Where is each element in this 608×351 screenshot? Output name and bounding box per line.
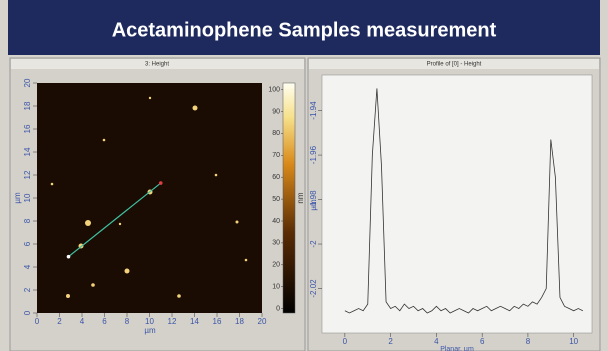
y-axis-label: µm xyxy=(309,199,318,211)
colorbar-tick-label: 40 xyxy=(272,218,280,225)
y-tick-label: -1.98 xyxy=(309,190,318,209)
x-tick-label: 10 xyxy=(145,317,154,326)
x-tick-label: 2 xyxy=(57,317,62,326)
profile-end xyxy=(66,254,71,259)
colorbar-tick-label: 50 xyxy=(272,196,280,203)
colorbar xyxy=(282,82,296,314)
y-tick-label: 12 xyxy=(23,170,32,179)
x-tick-label: 6 xyxy=(102,317,107,326)
colorbar-tick-label: 30 xyxy=(272,240,280,247)
y-tick-label: -1.96 xyxy=(309,145,318,164)
y-axis-label: µm xyxy=(13,192,22,204)
y-tick-label: 0 xyxy=(23,310,32,315)
x-tick-label: 18 xyxy=(235,317,244,326)
y-tick-label: 18 xyxy=(23,101,32,110)
y-tick-label: 14 xyxy=(23,147,32,156)
x-tick-label: 4 xyxy=(80,317,85,326)
colorbar-tick-label: 10 xyxy=(272,284,280,291)
y-tick-label: 16 xyxy=(23,124,32,133)
x-tick-label: 8 xyxy=(526,337,531,346)
profile-line xyxy=(68,182,162,258)
x-tick-label: 14 xyxy=(190,317,199,326)
x-tick-label: 2 xyxy=(388,337,393,346)
x-axis-label: Planar, µm xyxy=(440,346,474,351)
colorbar-tick-label: 20 xyxy=(272,262,280,269)
y-tick-label: 4 xyxy=(23,264,32,269)
colorbar-tick-label: 0 xyxy=(276,305,280,312)
panel-title: 3: Height xyxy=(145,62,169,68)
banner xyxy=(8,0,600,55)
x-tick-label: 0 xyxy=(35,317,40,326)
colorbar-tick-label: 100 xyxy=(268,86,280,93)
y-tick-label: 8 xyxy=(23,218,32,223)
x-tick-label: 8 xyxy=(125,317,130,326)
colorbar-tick-label: 70 xyxy=(272,152,280,159)
y-tick-label: -1.94 xyxy=(309,101,318,120)
x-tick-label: 4 xyxy=(434,337,439,346)
y-tick-label: 20 xyxy=(23,78,32,87)
colorbar-label: nm xyxy=(296,192,305,203)
banner-title: Acetaminophene Samples measurement xyxy=(112,19,497,41)
x-tick-label: 10 xyxy=(569,337,578,346)
colorbar-tick-label: 80 xyxy=(272,130,280,137)
afm-image xyxy=(37,83,262,313)
panel-header xyxy=(11,59,304,69)
colorbar-tick-label: 60 xyxy=(272,174,280,181)
x-tick-label: 12 xyxy=(168,317,177,326)
x-tick-label: 0 xyxy=(343,337,348,346)
y-tick-label: -2 xyxy=(309,240,318,248)
y-tick-label: 2 xyxy=(23,287,32,292)
x-tick-label: 16 xyxy=(213,317,222,326)
colorbar-tick-label: 90 xyxy=(272,108,280,115)
panel-title: Profile of [0] - Height xyxy=(427,62,482,68)
y-tick-label: 6 xyxy=(23,241,32,246)
x-tick-label: 6 xyxy=(480,337,485,346)
y-tick-label: 10 xyxy=(23,193,32,202)
panel-header xyxy=(309,59,599,69)
profile-curve xyxy=(344,88,584,314)
x-tick-label: 20 xyxy=(258,317,267,326)
plot-area xyxy=(321,74,593,334)
y-tick-label: -2.02 xyxy=(309,279,318,298)
profile-end xyxy=(158,181,163,185)
x-axis-label: µm xyxy=(144,326,156,335)
